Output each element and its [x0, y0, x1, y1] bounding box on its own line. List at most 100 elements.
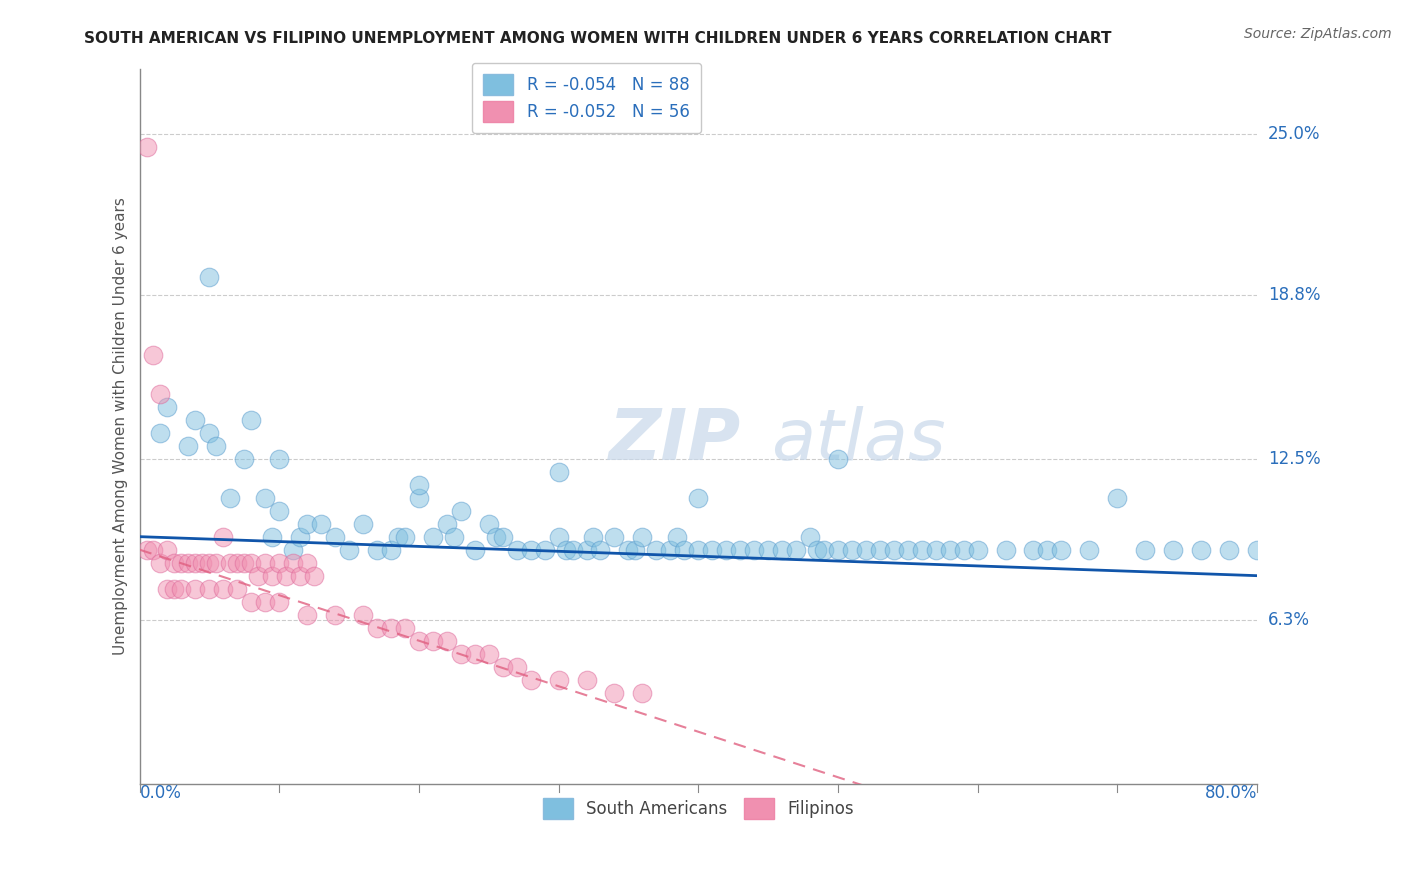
- Point: [170, 556, 193, 570]
- Point: [408, 491, 430, 505]
- Text: 80.0%: 80.0%: [1205, 784, 1257, 802]
- Point: [492, 530, 515, 544]
- Point: [184, 556, 207, 570]
- Point: [240, 412, 263, 426]
- Point: [806, 542, 828, 557]
- Point: [617, 542, 640, 557]
- Point: [1022, 542, 1045, 557]
- Point: [269, 595, 291, 609]
- Point: [422, 530, 444, 544]
- Point: [156, 400, 179, 414]
- Point: [436, 633, 458, 648]
- Point: [387, 530, 409, 544]
- Point: [785, 542, 807, 557]
- Point: [177, 556, 200, 570]
- Point: [163, 556, 186, 570]
- Point: [533, 542, 555, 557]
- Point: [163, 582, 186, 596]
- Point: [247, 568, 270, 582]
- Point: [1135, 542, 1157, 557]
- Point: [728, 542, 751, 557]
- Point: [688, 542, 710, 557]
- Point: [380, 542, 402, 557]
- Point: [869, 542, 891, 557]
- Point: [337, 542, 360, 557]
- Point: [966, 542, 988, 557]
- Point: [269, 503, 291, 517]
- Point: [450, 503, 472, 517]
- Point: [575, 673, 598, 687]
- Point: [911, 542, 934, 557]
- Point: [925, 542, 948, 557]
- Point: [1161, 542, 1184, 557]
- Point: [394, 621, 416, 635]
- Point: [366, 542, 388, 557]
- Point: [478, 516, 501, 531]
- Point: [589, 542, 612, 557]
- Point: [219, 491, 242, 505]
- Point: [897, 542, 920, 557]
- Point: [295, 607, 318, 622]
- Point: [288, 568, 311, 582]
- Point: [478, 647, 501, 661]
- Point: [191, 556, 214, 570]
- Legend: South Americans, Filipinos: South Americans, Filipinos: [536, 792, 860, 825]
- Point: [149, 425, 172, 440]
- Point: [742, 542, 765, 557]
- Point: [205, 439, 228, 453]
- Point: [883, 542, 905, 557]
- Text: ZIP: ZIP: [609, 406, 741, 475]
- Point: [1036, 542, 1059, 557]
- Text: atlas: atlas: [770, 406, 945, 475]
- Point: [149, 386, 172, 401]
- Point: [603, 686, 626, 700]
- Point: [323, 530, 346, 544]
- Point: [226, 556, 249, 570]
- Point: [262, 530, 284, 544]
- Point: [547, 530, 569, 544]
- Point: [156, 582, 179, 596]
- Point: [184, 412, 207, 426]
- Text: 25.0%: 25.0%: [1268, 125, 1320, 143]
- Point: [240, 556, 263, 570]
- Point: [269, 556, 291, 570]
- Point: [295, 556, 318, 570]
- Point: [464, 647, 486, 661]
- Point: [485, 530, 508, 544]
- Point: [443, 530, 465, 544]
- Point: [827, 451, 849, 466]
- Point: [198, 425, 221, 440]
- Point: [184, 582, 207, 596]
- Text: 18.8%: 18.8%: [1268, 285, 1320, 304]
- Point: [142, 542, 165, 557]
- Point: [666, 530, 689, 544]
- Point: [547, 465, 569, 479]
- Point: [283, 556, 305, 570]
- Point: [254, 556, 277, 570]
- Point: [135, 139, 157, 153]
- Point: [841, 542, 863, 557]
- Text: 6.3%: 6.3%: [1268, 611, 1310, 629]
- Point: [756, 542, 779, 557]
- Point: [142, 348, 165, 362]
- Point: [659, 542, 682, 557]
- Point: [156, 542, 179, 557]
- Point: [938, 542, 960, 557]
- Point: [198, 269, 221, 284]
- Point: [1189, 542, 1212, 557]
- Point: [952, 542, 974, 557]
- Point: [624, 542, 647, 557]
- Point: [302, 568, 325, 582]
- Point: [631, 686, 654, 700]
- Point: [645, 542, 668, 557]
- Point: [450, 647, 472, 661]
- Point: [519, 673, 541, 687]
- Point: [233, 451, 256, 466]
- Point: [702, 542, 724, 557]
- Point: [799, 530, 821, 544]
- Point: [827, 542, 849, 557]
- Point: [631, 530, 654, 544]
- Point: [219, 556, 242, 570]
- Point: [994, 542, 1017, 557]
- Point: [288, 530, 311, 544]
